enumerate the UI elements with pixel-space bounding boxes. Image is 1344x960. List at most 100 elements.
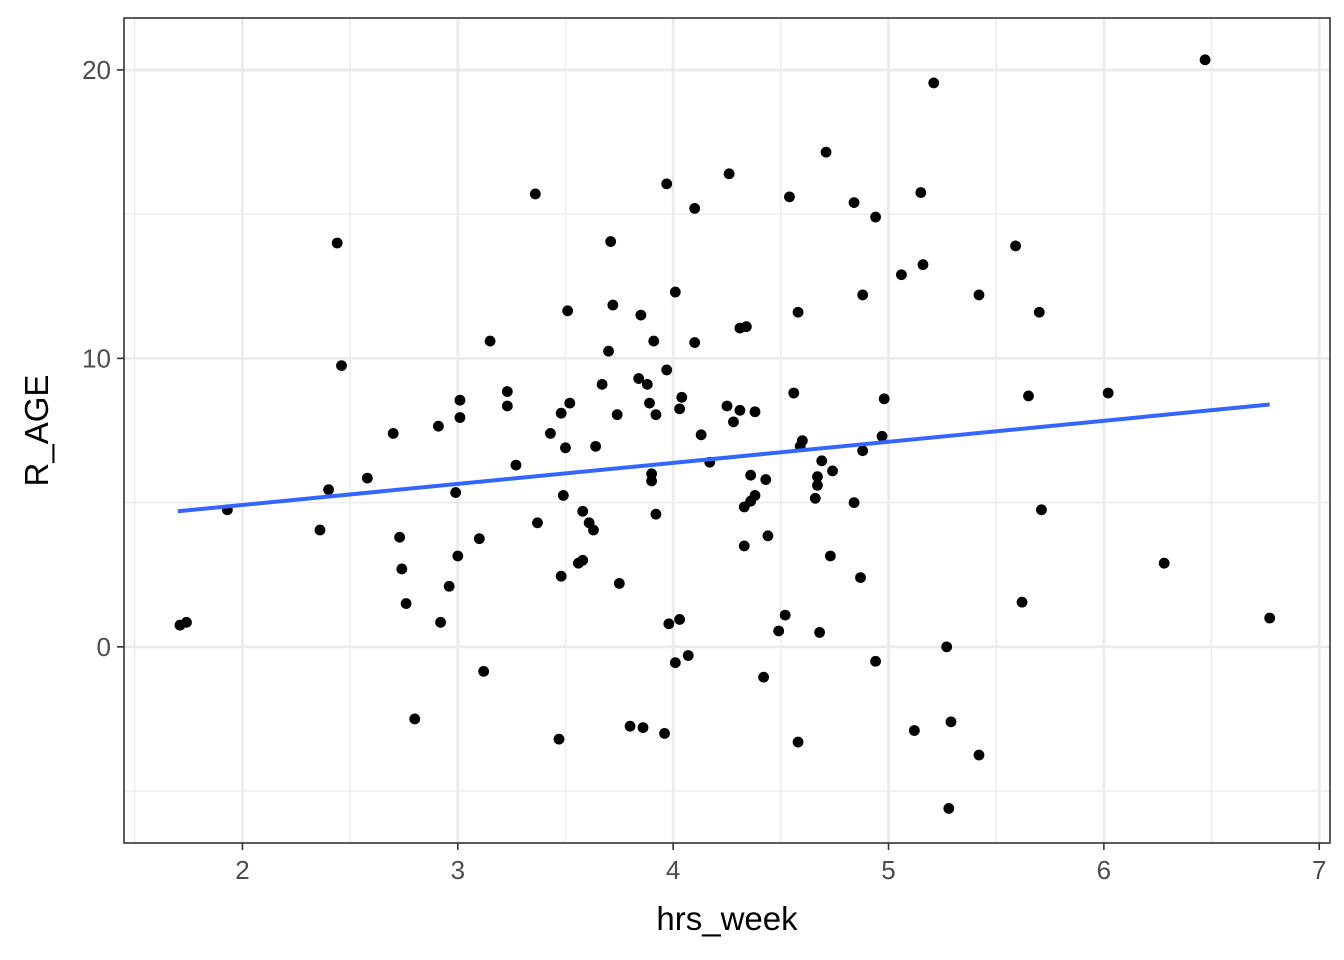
data-point xyxy=(734,404,746,416)
data-point xyxy=(648,335,660,347)
data-point xyxy=(454,412,466,423)
data-point xyxy=(812,479,823,491)
data-point xyxy=(454,394,466,406)
data-point xyxy=(749,406,761,418)
data-point xyxy=(611,409,623,421)
data-point xyxy=(588,524,599,536)
data-point xyxy=(484,335,496,347)
data-point xyxy=(792,736,804,748)
data-point xyxy=(603,345,614,357)
data-point xyxy=(779,609,791,621)
data-point xyxy=(545,427,556,439)
data-point xyxy=(1016,596,1028,608)
data-point xyxy=(870,211,881,223)
data-point xyxy=(336,360,347,371)
data-point xyxy=(1010,240,1021,252)
data-point xyxy=(633,373,645,384)
data-point xyxy=(676,391,688,403)
data-point xyxy=(738,540,750,552)
data-point xyxy=(501,386,513,397)
data-point xyxy=(452,550,464,562)
data-point xyxy=(674,403,686,415)
data-point xyxy=(941,641,953,653)
data-point xyxy=(745,469,757,481)
data-point xyxy=(661,178,673,190)
data-point xyxy=(396,563,408,575)
data-point xyxy=(577,505,589,517)
data-point xyxy=(1264,612,1276,624)
data-point xyxy=(555,407,567,419)
data-point xyxy=(809,492,821,504)
data-point xyxy=(663,618,675,630)
data-point xyxy=(400,598,412,609)
data-point xyxy=(644,397,655,409)
data-point xyxy=(560,442,571,454)
data-point xyxy=(577,554,589,566)
data-point xyxy=(1199,54,1211,66)
data-point xyxy=(661,364,673,376)
data-point xyxy=(443,580,455,592)
grid-major xyxy=(124,18,1330,843)
data-point xyxy=(824,550,836,562)
data-point xyxy=(650,508,662,520)
grid-minor xyxy=(124,18,1330,843)
data-point xyxy=(908,725,920,736)
x-axis-title: hrs_week xyxy=(656,900,798,937)
data-point xyxy=(646,475,658,487)
data-point xyxy=(740,321,752,333)
data-point xyxy=(553,733,565,745)
data-point xyxy=(870,655,881,667)
data-point xyxy=(314,524,326,536)
data-point xyxy=(857,289,869,301)
data-point xyxy=(816,455,828,467)
data-point xyxy=(773,625,785,637)
data-point xyxy=(387,427,399,439)
data-point xyxy=(1023,390,1034,402)
data-point xyxy=(564,397,576,409)
data-point xyxy=(695,429,707,441)
data-point xyxy=(878,393,890,405)
data-point xyxy=(532,517,543,529)
data-point xyxy=(590,440,602,452)
data-point xyxy=(323,484,334,496)
y-axis-ticks: 0 10 20 xyxy=(82,55,124,662)
data-point xyxy=(762,530,774,542)
panel-border xyxy=(123,17,1331,844)
trend-line-group xyxy=(177,402,1270,514)
data-point xyxy=(760,474,772,485)
data-point xyxy=(827,465,838,477)
data-point xyxy=(637,722,649,734)
data-point xyxy=(796,435,808,446)
data-point xyxy=(723,168,735,180)
data-point xyxy=(812,471,823,483)
data-point xyxy=(814,627,826,638)
data-point xyxy=(689,337,701,348)
data-point xyxy=(635,309,647,321)
trend-line xyxy=(177,402,1270,514)
data-point xyxy=(1102,387,1114,399)
data-point xyxy=(784,191,795,203)
data-point xyxy=(650,409,662,421)
data-point xyxy=(915,187,927,198)
y-axis-title: R_AGE xyxy=(18,375,55,487)
y-tick-label: 0 xyxy=(97,632,111,662)
data-point xyxy=(689,202,701,214)
data-point xyxy=(510,459,522,471)
data-point xyxy=(450,487,462,498)
data-point xyxy=(181,616,192,628)
data-point xyxy=(682,650,694,661)
data-point xyxy=(848,197,860,209)
data-point xyxy=(1036,504,1047,516)
data-point xyxy=(529,188,541,200)
y-tick-label: 20 xyxy=(82,55,111,85)
data-point xyxy=(876,430,888,442)
data-point xyxy=(848,497,860,509)
data-point xyxy=(758,671,770,683)
data-point xyxy=(820,146,832,158)
x-tick-label: 3 xyxy=(451,855,465,885)
data-point xyxy=(973,749,985,761)
data-point xyxy=(669,657,681,669)
data-point xyxy=(555,570,567,582)
data-point xyxy=(394,531,406,543)
